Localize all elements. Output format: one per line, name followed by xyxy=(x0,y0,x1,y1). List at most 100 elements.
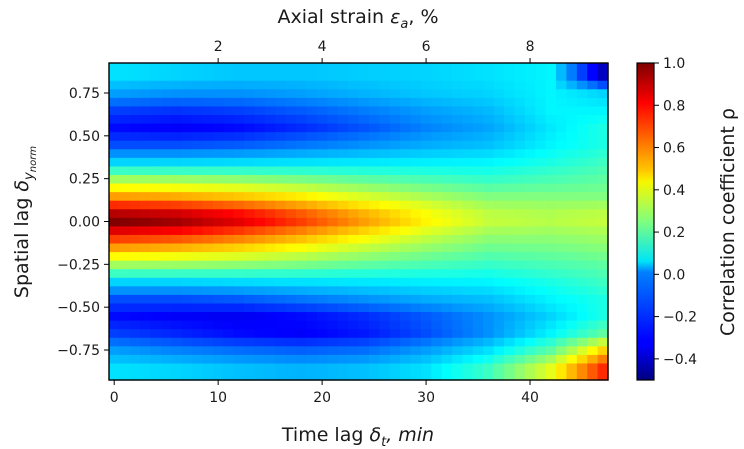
heatmap-cell xyxy=(296,251,308,261)
heatmap-cell xyxy=(576,191,588,201)
heatmap-cell xyxy=(244,225,256,235)
heatmap-cell xyxy=(233,337,245,347)
heatmap-cell xyxy=(296,371,308,381)
heatmap-cell xyxy=(244,148,256,158)
heatmap-cell xyxy=(337,260,349,270)
heatmap-cell xyxy=(389,260,401,270)
heatmap-cell xyxy=(316,97,328,107)
heatmap-cell xyxy=(181,320,193,330)
y-label: Spatial lag δynorm xyxy=(11,146,39,298)
heatmap-cell xyxy=(119,345,131,355)
heatmap-cell xyxy=(472,97,484,107)
heatmap-cell xyxy=(566,80,578,90)
heatmap-cell xyxy=(223,277,235,287)
heatmap-cell xyxy=(420,225,432,235)
heatmap-cell xyxy=(556,182,568,193)
heatmap-cell xyxy=(524,114,536,124)
heatmap-cell xyxy=(140,268,152,278)
heatmap-cell xyxy=(212,354,224,364)
heatmap-cell xyxy=(400,268,412,278)
y-tick-label: 0.25 xyxy=(69,172,100,188)
heatmap-cell xyxy=(410,80,422,90)
heatmap-cell xyxy=(264,311,276,321)
heatmap-cell xyxy=(223,320,235,330)
x-tick-label: 30 xyxy=(417,390,435,406)
heatmap-cell xyxy=(535,234,547,244)
heatmap-cell xyxy=(576,208,588,218)
heatmap-cell xyxy=(223,268,235,278)
heatmap-cell xyxy=(389,88,401,98)
heatmap-cell xyxy=(348,200,360,210)
heatmap-cell xyxy=(462,63,474,73)
heatmap-cell xyxy=(160,200,172,210)
heatmap-cell xyxy=(472,105,484,116)
heatmap-cell xyxy=(545,294,557,304)
heatmap-cell xyxy=(452,97,464,107)
heatmap-cell xyxy=(192,328,204,338)
heatmap-cell xyxy=(493,191,505,201)
heatmap-cell xyxy=(171,285,183,295)
heatmap-cell xyxy=(597,182,609,193)
y-tick-label: 0.50 xyxy=(69,129,100,145)
heatmap-cell xyxy=(275,260,287,270)
heatmap-cell xyxy=(160,165,172,175)
heatmap-cell xyxy=(316,225,328,235)
heatmap-cell xyxy=(431,182,443,193)
heatmap-cell xyxy=(420,294,432,304)
heatmap-cell xyxy=(566,225,578,235)
heatmap-cell xyxy=(358,97,370,107)
heatmap-cell xyxy=(535,294,547,304)
heatmap-cell xyxy=(212,234,224,244)
heatmap-cell xyxy=(462,114,474,124)
heatmap-cell xyxy=(212,294,224,304)
heatmap-cell xyxy=(504,311,516,321)
heatmap-cell xyxy=(160,320,172,330)
heatmap-cell xyxy=(160,225,172,235)
heatmap-cell xyxy=(535,114,547,124)
heatmap-cell xyxy=(400,242,412,253)
heatmap-cell xyxy=(524,345,536,355)
heatmap-cell xyxy=(400,362,412,373)
heatmap-cell xyxy=(233,131,245,141)
heatmap-cell xyxy=(212,251,224,261)
heatmap-cell xyxy=(296,174,308,184)
heatmap-cell xyxy=(129,225,141,235)
heatmap-cell xyxy=(233,97,245,107)
heatmap-cell xyxy=(524,182,536,193)
heatmap-cell xyxy=(597,97,609,107)
heatmap-cell xyxy=(254,148,266,158)
heatmap-cell xyxy=(119,371,131,381)
heatmap-cell xyxy=(129,63,141,73)
heatmap-cell xyxy=(296,191,308,201)
heatmap-cell xyxy=(275,80,287,90)
heatmap-cell xyxy=(483,294,495,304)
heatmap-cell xyxy=(483,200,495,210)
heatmap-cell xyxy=(389,114,401,124)
heatmap-cell xyxy=(119,63,131,73)
heatmap-cell xyxy=(171,311,183,321)
heatmap-cell xyxy=(119,302,131,313)
heatmap-cell xyxy=(254,217,266,227)
heatmap-cell xyxy=(337,251,349,261)
heatmap-cell xyxy=(410,285,422,295)
heatmap-cell xyxy=(171,225,183,235)
heatmap-cell xyxy=(348,131,360,141)
heatmap-cell xyxy=(556,260,568,270)
heatmap-cell xyxy=(306,345,318,355)
heatmap-cell xyxy=(483,105,495,116)
heatmap-cell xyxy=(462,165,474,175)
heatmap-cell xyxy=(254,165,266,175)
heatmap-cell xyxy=(576,302,588,313)
heatmap-cell xyxy=(535,225,547,235)
colorbar-tick-label: 0.4 xyxy=(663,183,685,199)
heatmap-cell xyxy=(212,320,224,330)
heatmap-cell xyxy=(327,294,339,304)
heatmap-cell xyxy=(264,260,276,270)
heatmap-cell xyxy=(597,122,609,133)
x-tick-label: 0 xyxy=(110,390,119,406)
heatmap-cell xyxy=(587,88,599,98)
heatmap-cell xyxy=(140,63,152,73)
heatmap-cell xyxy=(452,345,464,355)
heatmap-cell xyxy=(202,268,214,278)
heatmap-cell xyxy=(181,71,193,81)
